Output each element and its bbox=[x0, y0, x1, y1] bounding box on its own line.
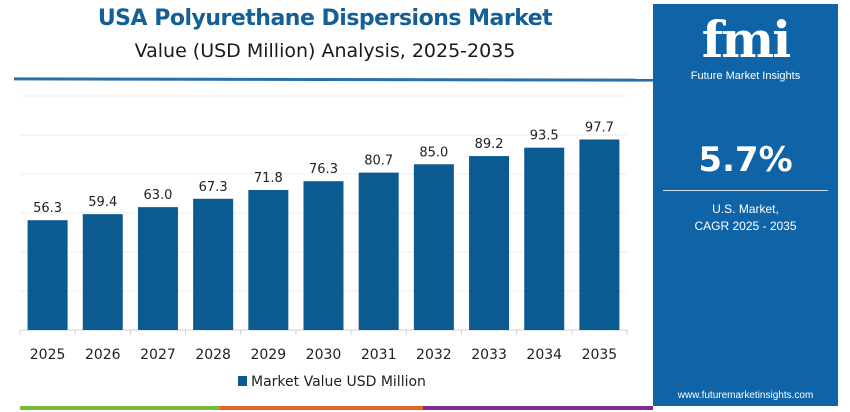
bar-2031 bbox=[358, 172, 399, 330]
x-tick-label-2025: 2025 bbox=[30, 347, 66, 363]
panel-divider bbox=[663, 190, 828, 191]
x-tick-label-2031: 2031 bbox=[361, 347, 397, 363]
bar-chart: 56.3 2025 59.4 2026 63.0 2027 67.3 2028 71.8 2029… bbox=[19, 95, 628, 390]
website-link[interactable]: www.futuremarketinsights.com bbox=[677, 390, 814, 401]
cagr-label-period: CAGR 2025 - 2035 bbox=[694, 219, 797, 233]
data-label-2035: 97.7 bbox=[585, 120, 614, 135]
data-label-2026: 59.4 bbox=[88, 195, 117, 210]
x-tick-label-2026: 2026 bbox=[85, 347, 121, 363]
bar-2033 bbox=[469, 156, 510, 330]
legend-swatch bbox=[238, 376, 247, 386]
x-tick-label-2032: 2032 bbox=[416, 347, 452, 363]
chart-title: USA Polyurethane Dispersions Market bbox=[97, 6, 553, 31]
data-label-2030: 76.3 bbox=[309, 162, 338, 177]
bar-2025 bbox=[27, 220, 68, 330]
x-tick-label-2033: 2033 bbox=[471, 347, 507, 363]
bar-2029 bbox=[248, 189, 289, 330]
bar-2027 bbox=[137, 207, 178, 330]
cagr-label-market: U.S. Market, bbox=[712, 202, 779, 216]
bar-2026 bbox=[82, 214, 123, 330]
bar-2028 bbox=[193, 198, 234, 330]
data-label-2032: 85.0 bbox=[419, 145, 448, 160]
data-label-2031: 80.7 bbox=[364, 154, 393, 169]
chart-subtitle: Value (USD Million) Analysis, 2025-2035 bbox=[134, 40, 516, 62]
info-panel: fmi Future Market Insights 5.7% U.S. Mar… bbox=[653, 4, 838, 406]
x-tick-label-2030: 2030 bbox=[306, 347, 342, 363]
fmi-logo: fmi bbox=[701, 10, 791, 69]
color-strip-green bbox=[20, 406, 220, 410]
x-tick-label-2035: 2035 bbox=[582, 347, 618, 363]
x-tick-label-2034: 2034 bbox=[526, 347, 562, 363]
color-strip-orange bbox=[220, 406, 423, 410]
bar-2035 bbox=[579, 139, 620, 330]
data-label-2025: 56.3 bbox=[33, 201, 62, 216]
logo-subtitle: Future Market Insights bbox=[690, 70, 801, 82]
data-label-2033: 89.2 bbox=[475, 137, 504, 152]
cagr-value: 5.7% bbox=[698, 140, 793, 180]
data-label-2027: 63.0 bbox=[143, 188, 172, 203]
x-tick-label-2027: 2027 bbox=[140, 347, 176, 363]
data-label-2028: 67.3 bbox=[199, 180, 228, 195]
bar-2034 bbox=[524, 147, 565, 330]
bar-2030 bbox=[303, 181, 344, 330]
data-label-2029: 71.8 bbox=[254, 171, 283, 186]
color-strip-purple bbox=[423, 406, 653, 410]
data-label-2034: 93.5 bbox=[530, 129, 559, 144]
legend-label: Market Value USD Million bbox=[251, 374, 426, 390]
x-tick-label-2029: 2029 bbox=[250, 347, 286, 363]
bar-2032 bbox=[413, 164, 454, 330]
x-tick-label-2028: 2028 bbox=[195, 347, 231, 363]
